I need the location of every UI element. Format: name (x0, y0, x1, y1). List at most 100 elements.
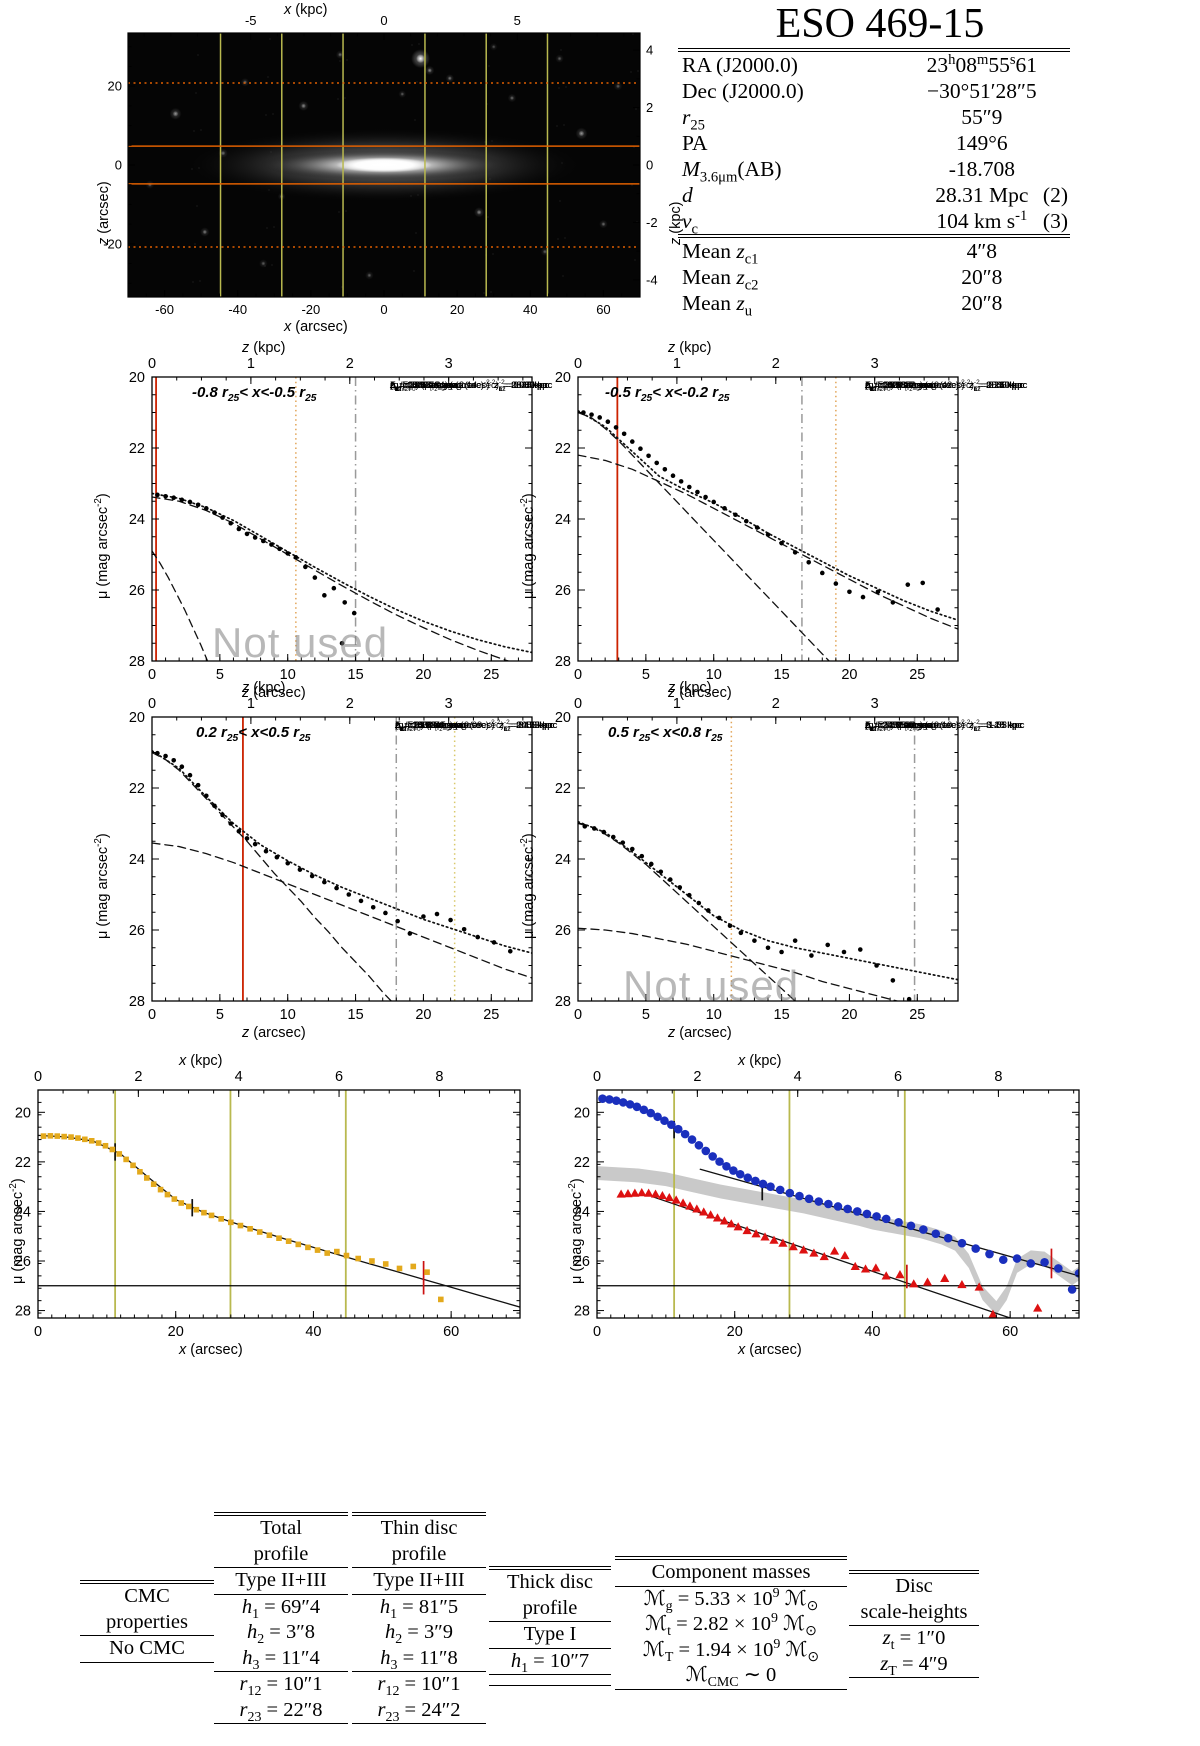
info-value: 149°6 (956, 131, 1008, 155)
svg-text:22: 22 (555, 781, 571, 797)
svg-text:20: 20 (574, 1105, 590, 1121)
svg-text:20: 20 (129, 710, 145, 726)
svg-text:6: 6 (335, 1069, 343, 1085)
rule (214, 1593, 348, 1595)
svg-text:2: 2 (646, 100, 653, 115)
svg-text:10: 10 (280, 667, 296, 683)
table-masses: Component masses ℳg = 5.33 × 109 ℳ⊙ ℳt = 2… (615, 1556, 847, 1690)
info-value: 20″8 (961, 265, 1003, 289)
table-cell: ℳCMC ∼ 0 (685, 1664, 777, 1691)
svg-text:8: 8 (435, 1069, 443, 1085)
svg-text:25: 25 (909, 667, 925, 683)
info-value: 28.31 Mpc (2) (935, 183, 1068, 207)
info-label: Mean zu (682, 291, 753, 320)
svg-text:22: 22 (129, 441, 145, 457)
svg-text:20: 20 (415, 1007, 431, 1023)
svg-text:15: 15 (348, 1007, 364, 1023)
info-row: d 28.31 Mpc (2) (678, 182, 1070, 208)
model-curve-thick-disc (152, 496, 511, 661)
svg-text:2: 2 (134, 1069, 142, 1085)
svg-text:24: 24 (129, 512, 145, 528)
series-data (155, 492, 357, 646)
spacer (489, 1675, 611, 1685)
svg-text:20: 20 (555, 370, 571, 386)
svg-text:10: 10 (706, 667, 722, 683)
table-cell: ℳg = 5.33 × 109 ℳ⊙ (643, 1585, 819, 1614)
svg-text:40: 40 (523, 302, 537, 317)
table-cell: zT = 4″9 (880, 1652, 948, 1679)
table-cell: properties (106, 1610, 188, 1633)
svg-text:26: 26 (129, 923, 145, 939)
table-cell: Type I (523, 1623, 577, 1645)
table-cell: h3 = 11″8 (380, 1646, 458, 1673)
model-curve-total (578, 409, 958, 622)
svg-text:0: 0 (148, 696, 156, 712)
svg-text:22: 22 (555, 441, 571, 457)
rule (615, 1585, 847, 1587)
reference-number: (3) (1042, 209, 1068, 233)
rule (214, 1671, 348, 1672)
uncertainty-band (597, 1166, 1079, 1316)
svg-text:4: 4 (794, 1069, 802, 1085)
svg-text:22: 22 (129, 781, 145, 797)
model-curve-thin-disc (578, 411, 830, 661)
svg-text:24: 24 (574, 1204, 590, 1220)
rule (489, 1674, 611, 1675)
svg-text:20: 20 (15, 1105, 31, 1121)
svg-text:0: 0 (593, 1069, 601, 1085)
info-label: RA (J2000.0) (682, 53, 798, 77)
model-curve-total-fit (699, 1168, 1079, 1277)
page-title: ESO 469-15 (775, 1, 985, 47)
table-cell: h2 = 3″9 (384, 1621, 454, 1648)
z-profile-2: 0 5 10 15 20 25 0 1 2 3 20 22 24 26 28 (555, 356, 959, 683)
info-row: RA (J2000.0) 23h08m55s61 (678, 52, 1070, 78)
panel-title: -0.8 r25< x<-0.5 r25 (192, 384, 317, 404)
double-rule (352, 1512, 486, 1516)
reference-number: (2) (1042, 183, 1068, 207)
svg-text:0: 0 (574, 696, 582, 712)
info-row: r25 55″9 (678, 104, 1070, 133)
panel-title: 0.5 r25< x<0.8 r25 (608, 724, 723, 744)
table-cell: r12 = 10″1 (239, 1673, 323, 1700)
svg-text:15: 15 (774, 1007, 790, 1023)
table-cell: Type II+III (373, 1569, 465, 1591)
info-label: d (682, 183, 693, 207)
table-total: Total profile Type II+III h1 = 69″4 h2 = 3″8… (214, 1512, 348, 1724)
table-thick: Thick disc profile Type I h1 = 10″7 (489, 1566, 611, 1686)
rule (352, 1567, 486, 1568)
svg-text:0: 0 (646, 158, 653, 173)
svg-text:28: 28 (15, 1304, 31, 1320)
svg-text:25: 25 (909, 1007, 925, 1023)
plot-frame (577, 716, 959, 1002)
info-label: M3.6μm(AB) (682, 157, 782, 186)
rule (615, 1688, 847, 1690)
table-cell: h1 = 81″5 (379, 1595, 459, 1622)
svg-text:4: 4 (646, 43, 653, 58)
svg-text:-4: -4 (646, 272, 658, 287)
series-total-profile (598, 1094, 1079, 1294)
svg-text:28: 28 (129, 994, 145, 1010)
svg-text:0: 0 (148, 356, 156, 372)
table-cell: No CMC (109, 1637, 185, 1659)
plot-frame (596, 1089, 1080, 1319)
info-label: vc (682, 209, 699, 238)
svg-text:28: 28 (555, 654, 571, 670)
svg-text:20: 20 (108, 79, 122, 94)
z-profile-4: 0 5 10 15 20 25 0 1 2 3 20 22 24 26 28 (555, 696, 959, 1023)
svg-text:26: 26 (555, 923, 571, 939)
axis-ticks: 0 5 10 15 20 25 0 1 2 3 20 22 24 26 28 (555, 356, 959, 683)
info-label: Dec (J2000.0) (682, 79, 804, 103)
model-curve-thin-disc (152, 550, 209, 661)
info-label: PA (682, 131, 708, 155)
svg-text:60: 60 (596, 302, 610, 317)
svg-text:0: 0 (115, 158, 122, 173)
table-cell: r23 = 22″8 (239, 1698, 323, 1725)
svg-text:0: 0 (34, 1324, 42, 1340)
svg-text:28: 28 (574, 1304, 590, 1320)
rule (80, 1661, 214, 1663)
table-cell: Total (260, 1517, 302, 1539)
svg-text:10: 10 (706, 1007, 722, 1023)
double-rule (678, 234, 1070, 238)
